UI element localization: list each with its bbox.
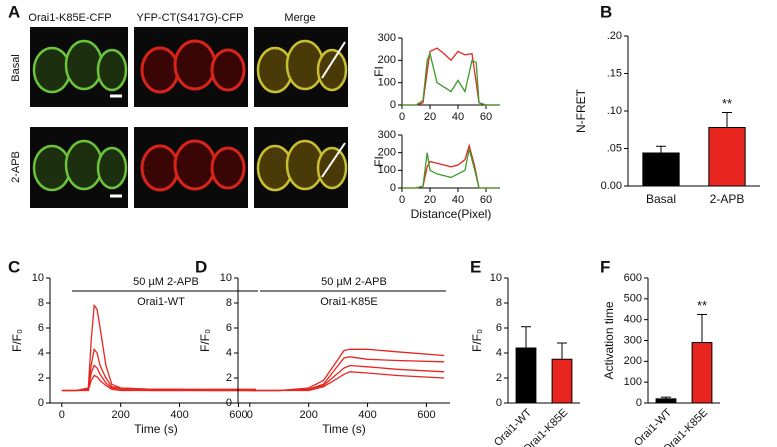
y-tick-label: 0 (636, 397, 642, 409)
bar (551, 358, 573, 404)
y-tick-label: 100 (378, 77, 396, 89)
y-axis-label: F/F₀ (470, 329, 484, 352)
trace-label: Orai1-K85E (320, 296, 377, 308)
y-tick-label: 500 (624, 293, 642, 305)
y-tick-label: .05 (607, 142, 622, 154)
panel-label: E (470, 257, 481, 276)
bar (655, 398, 677, 404)
y-tick-label: 0.00 (601, 180, 622, 192)
row-label: Basal (10, 54, 22, 82)
x-tick-label: 600 (229, 409, 247, 421)
trace (402, 148, 500, 189)
annotation: 50 µM 2-APB (133, 276, 199, 288)
y-tick-label: 10 (32, 272, 44, 284)
x-tick-label: 0 (399, 111, 405, 123)
y-tick-label: 6 (38, 322, 44, 334)
y-tick-label: 0 (38, 397, 44, 409)
significance: ** (697, 298, 707, 313)
x-tick-label: 20 (424, 111, 436, 123)
y-tick-label: 600 (624, 272, 642, 284)
panel-label: B (600, 2, 612, 21)
x-tick-label: 40 (452, 194, 464, 206)
panel-label: A (8, 2, 20, 21)
x-tick-label: 0 (59, 409, 65, 421)
x-tick-label: 200 (299, 409, 317, 421)
y-tick-label: 200 (624, 355, 642, 367)
y-tick-label: 2 (226, 372, 232, 384)
y-tick-label: 4 (38, 347, 44, 359)
y-tick-label: 0 (390, 182, 396, 194)
y-tick-label: .10 (607, 105, 622, 117)
y-tick-label: 4 (226, 347, 232, 359)
trace (402, 47, 500, 106)
x-tick-label: 60 (480, 194, 492, 206)
x-tick-label: 600 (417, 409, 435, 421)
annotation: 50 µM 2-APB (321, 276, 387, 288)
y-tick-label: .20 (607, 30, 622, 42)
x-axis-label: Time (s) (134, 422, 178, 436)
y-axis-label: FI (372, 156, 386, 167)
y-tick-label: 200 (378, 147, 396, 159)
trace (61, 374, 257, 392)
panel-label: D (195, 257, 207, 276)
x-tick-label: 0 (399, 194, 405, 206)
y-axis-label: FI (372, 66, 386, 77)
y-tick-label: 2 (38, 372, 44, 384)
y-tick-label: 200 (378, 54, 396, 66)
trace (249, 371, 445, 392)
micrographs (30, 27, 348, 208)
trace (402, 51, 500, 106)
y-axis-label: N-FRET (574, 88, 588, 133)
column-label: Orai1-K85E-CFP (28, 12, 111, 24)
y-tick-label: 6 (226, 322, 232, 334)
bar (708, 127, 746, 187)
y-tick-label: 8 (38, 297, 44, 309)
y-tick-label: 300 (378, 129, 396, 141)
x-tick-label: 2-APB (710, 192, 745, 206)
y-tick-label: 8 (226, 297, 232, 309)
y-tick-label: 10 (490, 272, 502, 284)
column-label: Merge (284, 12, 315, 24)
x-tick-label: 40 (452, 111, 464, 123)
row-label: 2-APB (10, 151, 22, 183)
y-tick-label: 6 (496, 322, 502, 334)
bar (642, 152, 680, 187)
x-axis-label: Time (s) (322, 422, 366, 436)
y-axis-label: F/F₀ (198, 329, 212, 352)
panel-label: C (8, 257, 20, 276)
y-tick-label: 4 (496, 347, 502, 359)
column-label: YFP-CT(S417G)-CFP (137, 12, 244, 24)
significance: ** (722, 96, 732, 111)
y-tick-label: .15 (607, 67, 622, 79)
bar (691, 342, 713, 404)
y-tick-label: 2 (496, 372, 502, 384)
bar (515, 347, 537, 404)
y-tick-label: 0 (390, 99, 396, 111)
x-tick-label: Basal (646, 192, 676, 206)
y-tick-label: 10 (220, 272, 232, 284)
y-tick-label: 0 (226, 397, 232, 409)
y-tick-label: 0 (496, 397, 502, 409)
x-tick-label: 200 (111, 409, 129, 421)
x-tick-label: 20 (424, 194, 436, 206)
panel-label: F (600, 257, 610, 276)
y-tick-label: 100 (378, 164, 396, 176)
y-tick-label: 300 (624, 334, 642, 346)
trace (402, 143, 500, 189)
x-tick-label: 400 (170, 409, 188, 421)
y-tick-label: 300 (378, 32, 396, 44)
x-tick-label: 400 (358, 409, 376, 421)
y-tick-label: 400 (624, 314, 642, 326)
x-tick-label: 0 (247, 409, 253, 421)
x-axis-label: Distance(Pixel) (411, 207, 492, 221)
y-tick-label: 8 (496, 297, 502, 309)
y-tick-label: 100 (624, 376, 642, 388)
y-axis-label: Activation time (602, 301, 616, 379)
y-axis-label: F/F₀ (10, 329, 24, 352)
trace-label: Orai1-WT (137, 296, 185, 308)
trace (249, 364, 445, 392)
x-tick-label: 60 (480, 111, 492, 123)
